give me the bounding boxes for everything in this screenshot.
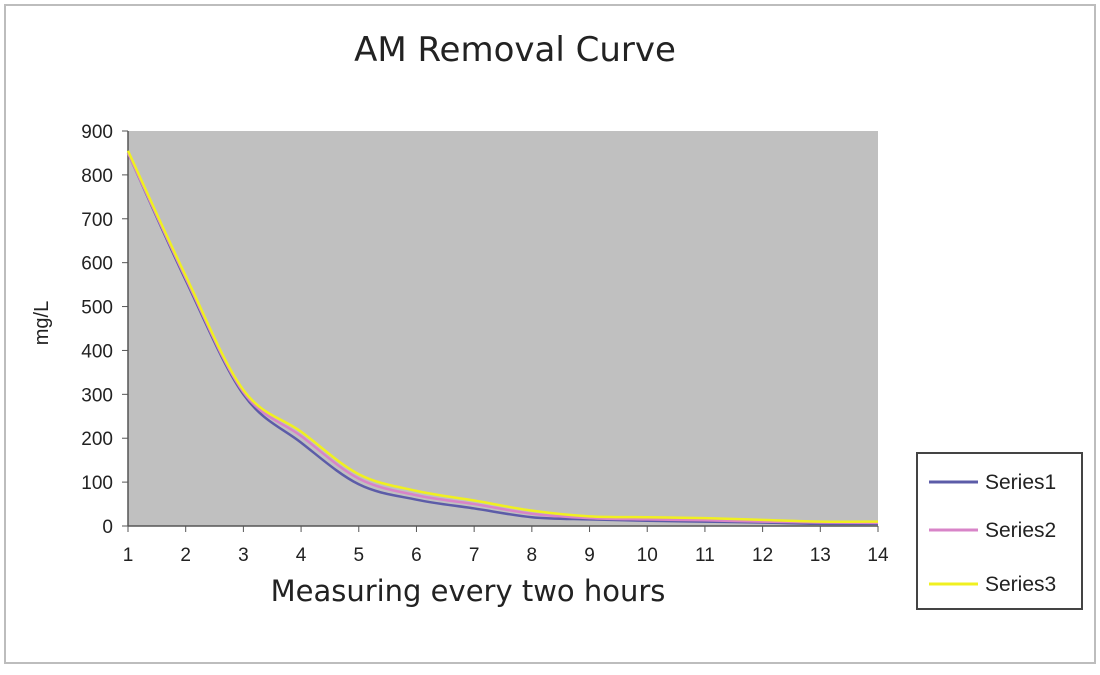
legend-label-series2: Series2 [985, 519, 1056, 542]
chart-title: AM Removal Curve [354, 30, 676, 70]
x-tick-label: 2 [180, 545, 191, 566]
x-tick-label: 8 [527, 545, 538, 566]
x-axis-label: Measuring every two hours [271, 574, 666, 608]
y-tick-label: 400 [81, 341, 113, 362]
x-tick-label: 7 [469, 545, 480, 566]
x-tick-label: 5 [353, 545, 364, 566]
x-tick-label: 14 [867, 545, 889, 566]
x-tick-label: 3 [238, 545, 249, 566]
axes [122, 130, 879, 532]
y-tick-label: 200 [81, 429, 113, 450]
x-tick-label: 12 [752, 545, 773, 566]
y-tick-label: 100 [81, 473, 113, 494]
plot-area [128, 131, 878, 526]
y-tick-label: 300 [81, 385, 113, 406]
y-tick-label: 500 [81, 298, 113, 319]
x-tick-label: 4 [296, 545, 307, 566]
x-tick-label: 10 [637, 545, 658, 566]
x-tick-label: 13 [810, 545, 831, 566]
y-tick-label: 800 [81, 166, 113, 187]
x-tick-label: 6 [411, 545, 422, 566]
series-line-3 [126, 150, 879, 523]
y-tick-label: 600 [81, 254, 113, 275]
x-tick-label: 11 [695, 545, 715, 566]
y-axis-label: mg/L [31, 301, 53, 345]
x-tick-label: 9 [584, 545, 595, 566]
y-tick-label: 0 [102, 517, 113, 538]
legend: Series1 Series2 Series3 [916, 452, 1083, 610]
series-lines [126, 150, 879, 526]
legend-label-series1: Series1 [985, 471, 1056, 494]
y-tick-label: 900 [81, 122, 113, 143]
x-tick-label: 1 [123, 545, 134, 566]
y-tick-label: 700 [81, 210, 113, 231]
legend-label-series3: Series3 [985, 573, 1056, 596]
